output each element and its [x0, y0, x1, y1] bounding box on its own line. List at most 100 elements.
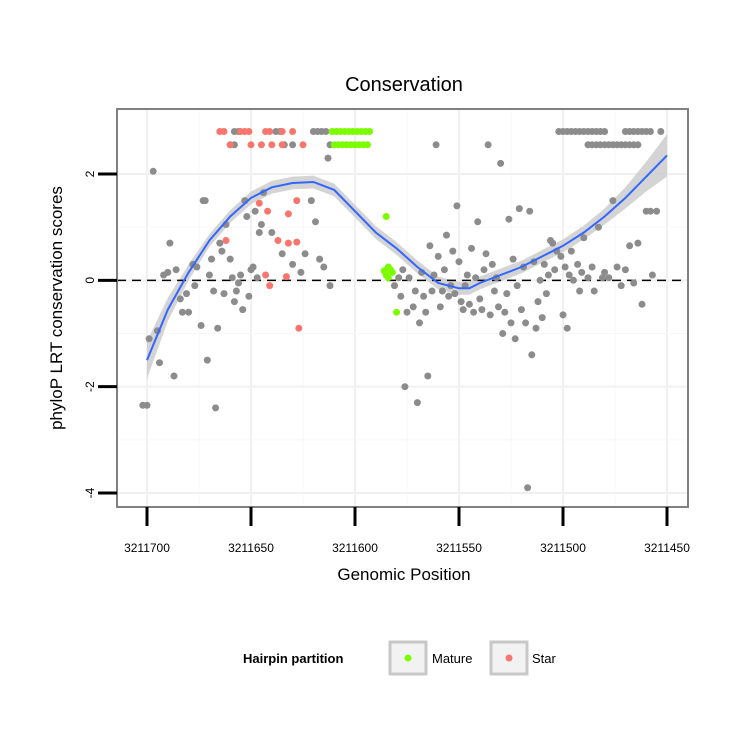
point-other — [164, 268, 172, 276]
point-other — [634, 141, 642, 149]
point-other — [522, 319, 530, 327]
point-other — [465, 300, 473, 308]
point-other — [613, 263, 621, 271]
legend-label-mature: Mature — [432, 651, 472, 666]
point-other — [534, 298, 542, 306]
point-other — [170, 372, 178, 380]
point-other — [584, 274, 592, 282]
legend-entry-star: Star — [489, 640, 557, 676]
y-axis-label: phyloP LRT conservation scores — [47, 186, 66, 430]
point-other — [278, 250, 286, 258]
point-star — [268, 141, 276, 149]
point-other — [488, 260, 496, 268]
point-mature — [393, 308, 401, 316]
point-other — [249, 263, 257, 271]
point-other — [565, 271, 573, 279]
point-star — [262, 271, 270, 279]
point-star — [245, 128, 253, 135]
point-other — [443, 231, 450, 239]
point-star — [222, 237, 230, 244]
x-axis-label: Genomic Position — [337, 565, 470, 584]
point-other — [605, 274, 613, 282]
point-other — [268, 229, 276, 236]
point-other — [617, 282, 625, 290]
point-other — [482, 250, 490, 258]
point-mature — [388, 268, 396, 276]
point-mature — [382, 213, 390, 220]
legend-label-star: Star — [532, 651, 557, 666]
legend-entry-mature: Mature — [388, 640, 472, 676]
point-other — [183, 290, 190, 298]
data-points — [139, 128, 665, 492]
point-star — [295, 324, 303, 332]
x-tick-label: 3211650 — [228, 541, 274, 555]
point-other — [201, 197, 209, 205]
point-star — [247, 141, 255, 149]
point-other — [297, 268, 305, 276]
point-other — [542, 290, 550, 298]
point-star — [278, 128, 286, 135]
point-other — [621, 266, 629, 274]
point-other — [426, 242, 434, 250]
point-other — [532, 324, 540, 332]
point-other — [484, 141, 492, 149]
point-other — [401, 383, 409, 391]
point-other — [399, 266, 407, 274]
point-other — [205, 271, 213, 279]
point-other — [438, 287, 446, 295]
point-other — [424, 372, 432, 380]
point-other — [515, 205, 523, 213]
point-other — [569, 276, 577, 284]
point-other — [549, 239, 557, 247]
point-other — [472, 274, 480, 282]
point-other — [307, 197, 315, 205]
point-other — [578, 268, 586, 276]
plot-area — [116, 108, 689, 508]
point-other — [538, 314, 546, 322]
point-other — [476, 295, 484, 303]
point-star — [282, 273, 290, 281]
point-other — [503, 290, 511, 298]
point-other — [253, 274, 261, 282]
point-other — [457, 298, 465, 306]
point-other — [434, 252, 442, 260]
point-other — [176, 295, 184, 303]
point-other — [563, 324, 571, 332]
point-other — [470, 308, 478, 316]
point-other — [432, 141, 440, 149]
point-star — [274, 237, 282, 244]
point-other — [166, 239, 174, 247]
point-other — [316, 255, 324, 263]
point-star — [299, 141, 307, 149]
point-other — [646, 128, 654, 135]
point-mature — [384, 274, 392, 282]
point-other — [405, 274, 413, 282]
plot-panel — [116, 108, 689, 508]
point-other — [634, 239, 642, 247]
point-other — [301, 250, 309, 258]
point-other — [626, 242, 634, 250]
point-other — [490, 287, 498, 295]
point-other — [609, 197, 617, 205]
point-star — [289, 128, 297, 135]
point-other — [320, 263, 328, 271]
point-other — [409, 303, 417, 311]
point-other — [145, 335, 153, 343]
y-tick-label: -4 — [83, 487, 97, 498]
point-other — [422, 308, 430, 316]
point-other — [197, 322, 205, 329]
point-other — [544, 271, 552, 279]
point-other — [540, 260, 548, 268]
point-other — [501, 308, 509, 316]
point-other — [403, 308, 411, 316]
point-other — [561, 263, 569, 271]
smooth-line — [146, 154, 668, 361]
point-other — [216, 239, 224, 247]
point-other — [143, 401, 151, 409]
point-other — [156, 359, 163, 367]
y-tick-label: -2 — [83, 381, 97, 392]
point-other — [486, 311, 494, 319]
chart-title: Conservation — [345, 74, 463, 96]
point-other — [289, 141, 297, 149]
point-other — [193, 263, 201, 271]
